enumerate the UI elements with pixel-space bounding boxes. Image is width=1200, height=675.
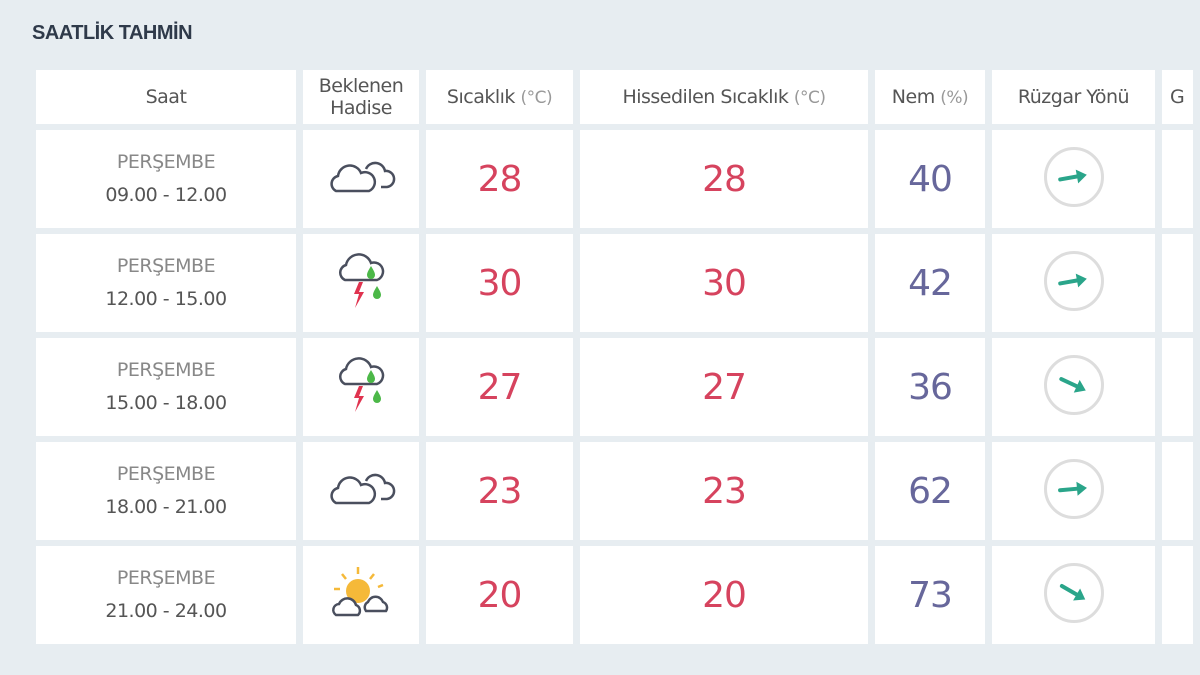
feels-like-value: 23 <box>580 442 868 540</box>
condition-cell <box>303 546 419 644</box>
cut-off-cell <box>1162 130 1193 228</box>
header-hissedilen-label: Hissedilen Sıcaklık <box>622 85 789 108</box>
cloudy-icon <box>326 161 396 203</box>
wind-direction-icon <box>1043 459 1104 519</box>
feels-like-value: 30 <box>580 234 868 332</box>
header-row: Saat Beklenen Hadise Sıcaklık (°C) Hissed… <box>36 70 1193 124</box>
condition-cell <box>303 234 419 332</box>
day-label: PERŞEMBE <box>116 151 216 173</box>
condition-cell <box>303 442 419 540</box>
feels-like-value: 27 <box>580 338 868 436</box>
table-row: PERŞEMBE 12.00 - 15.00 30 30 42 <box>36 234 1193 332</box>
header-ruzgar: Rüzgar Yönü <box>992 70 1155 124</box>
condition-cell <box>303 338 419 436</box>
feels-like-value: 20 <box>580 546 868 644</box>
time-cell: PERŞEMBE 12.00 - 15.00 <box>36 234 296 332</box>
header-cut: G <box>1162 70 1193 124</box>
header-sicaklik: Sıcaklık (°C) <box>426 70 573 124</box>
time-cell: PERŞEMBE 18.00 - 21.00 <box>36 442 296 540</box>
day-label: PERŞEMBE <box>116 359 216 381</box>
wind-direction-cell <box>992 130 1155 228</box>
table-row: PERŞEMBE 09.00 - 12.00 28 28 40 <box>36 130 1193 228</box>
hours-label: 15.00 - 18.00 <box>105 392 227 414</box>
humidity-value: 62 <box>875 442 985 540</box>
hourly-forecast-table: Saat Beklenen Hadise Sıcaklık (°C) Hissed… <box>29 64 1200 650</box>
wind-direction-cell <box>992 442 1155 540</box>
cut-off-cell <box>1162 442 1193 540</box>
day-label: PERŞEMBE <box>116 567 216 589</box>
wind-direction-cell <box>992 338 1155 436</box>
header-hissedilen-unit: (°C) <box>793 87 826 108</box>
hours-label: 18.00 - 21.00 <box>105 496 227 518</box>
header-sicaklik-label: Sıcaklık <box>446 85 516 108</box>
condition-cell <box>303 130 419 228</box>
day-label: PERŞEMBE <box>116 463 216 485</box>
cut-off-cell <box>1162 338 1193 436</box>
humidity-value: 40 <box>875 130 985 228</box>
wind-direction-cell <box>992 546 1155 644</box>
header-sicaklik-unit: (°C) <box>520 87 553 108</box>
cloudy-icon <box>326 473 396 515</box>
temperature-value: 23 <box>426 442 573 540</box>
wind-direction-icon <box>1043 147 1104 207</box>
humidity-value: 73 <box>875 546 985 644</box>
hours-label: 21.00 - 24.00 <box>105 600 227 622</box>
wind-direction-icon <box>1043 355 1104 415</box>
day-label: PERŞEMBE <box>116 255 216 277</box>
temperature-value: 27 <box>426 338 573 436</box>
wind-direction-cell <box>992 234 1155 332</box>
temperature-value: 28 <box>426 130 573 228</box>
header-hadise: Beklenen Hadise <box>303 70 419 124</box>
table-row: PERŞEMBE 18.00 - 21.00 23 23 62 <box>36 442 1193 540</box>
feels-like-value: 28 <box>580 130 868 228</box>
temperature-value: 20 <box>426 546 573 644</box>
time-cell: PERŞEMBE 09.00 - 12.00 <box>36 130 296 228</box>
header-nem-unit: (%) <box>940 87 969 108</box>
header-hissedilen: Hissedilen Sıcaklık (°C) <box>580 70 868 124</box>
header-saat: Saat <box>36 70 296 124</box>
header-hadise-line2: Hadise <box>330 97 392 119</box>
time-cell: PERŞEMBE 21.00 - 24.00 <box>36 546 296 644</box>
humidity-value: 42 <box>875 234 985 332</box>
temperature-value: 30 <box>426 234 573 332</box>
wind-direction-icon <box>1043 251 1104 311</box>
header-nem: Nem (%) <box>875 70 985 124</box>
cut-off-cell <box>1162 234 1193 332</box>
partly-cloudy-icon <box>328 567 394 625</box>
time-cell: PERŞEMBE 15.00 - 18.00 <box>36 338 296 436</box>
hours-label: 09.00 - 12.00 <box>105 184 227 206</box>
cut-off-cell <box>1162 546 1193 644</box>
thunderstorm-rain-icon <box>333 253 389 316</box>
humidity-value: 36 <box>875 338 985 436</box>
wind-direction-icon <box>1043 563 1104 623</box>
table-row: PERŞEMBE 21.00 - 24.00 20 20 73 <box>36 546 1193 644</box>
header-hadise-line1: Beklenen <box>318 75 404 97</box>
thunderstorm-rain-icon <box>333 357 389 420</box>
hours-label: 12.00 - 15.00 <box>105 288 227 310</box>
table-row: PERŞEMBE 15.00 - 18.00 27 27 36 <box>36 338 1193 436</box>
section-title: SAATLİK TAHMİN <box>32 22 193 44</box>
header-nem-label: Nem <box>891 85 935 108</box>
